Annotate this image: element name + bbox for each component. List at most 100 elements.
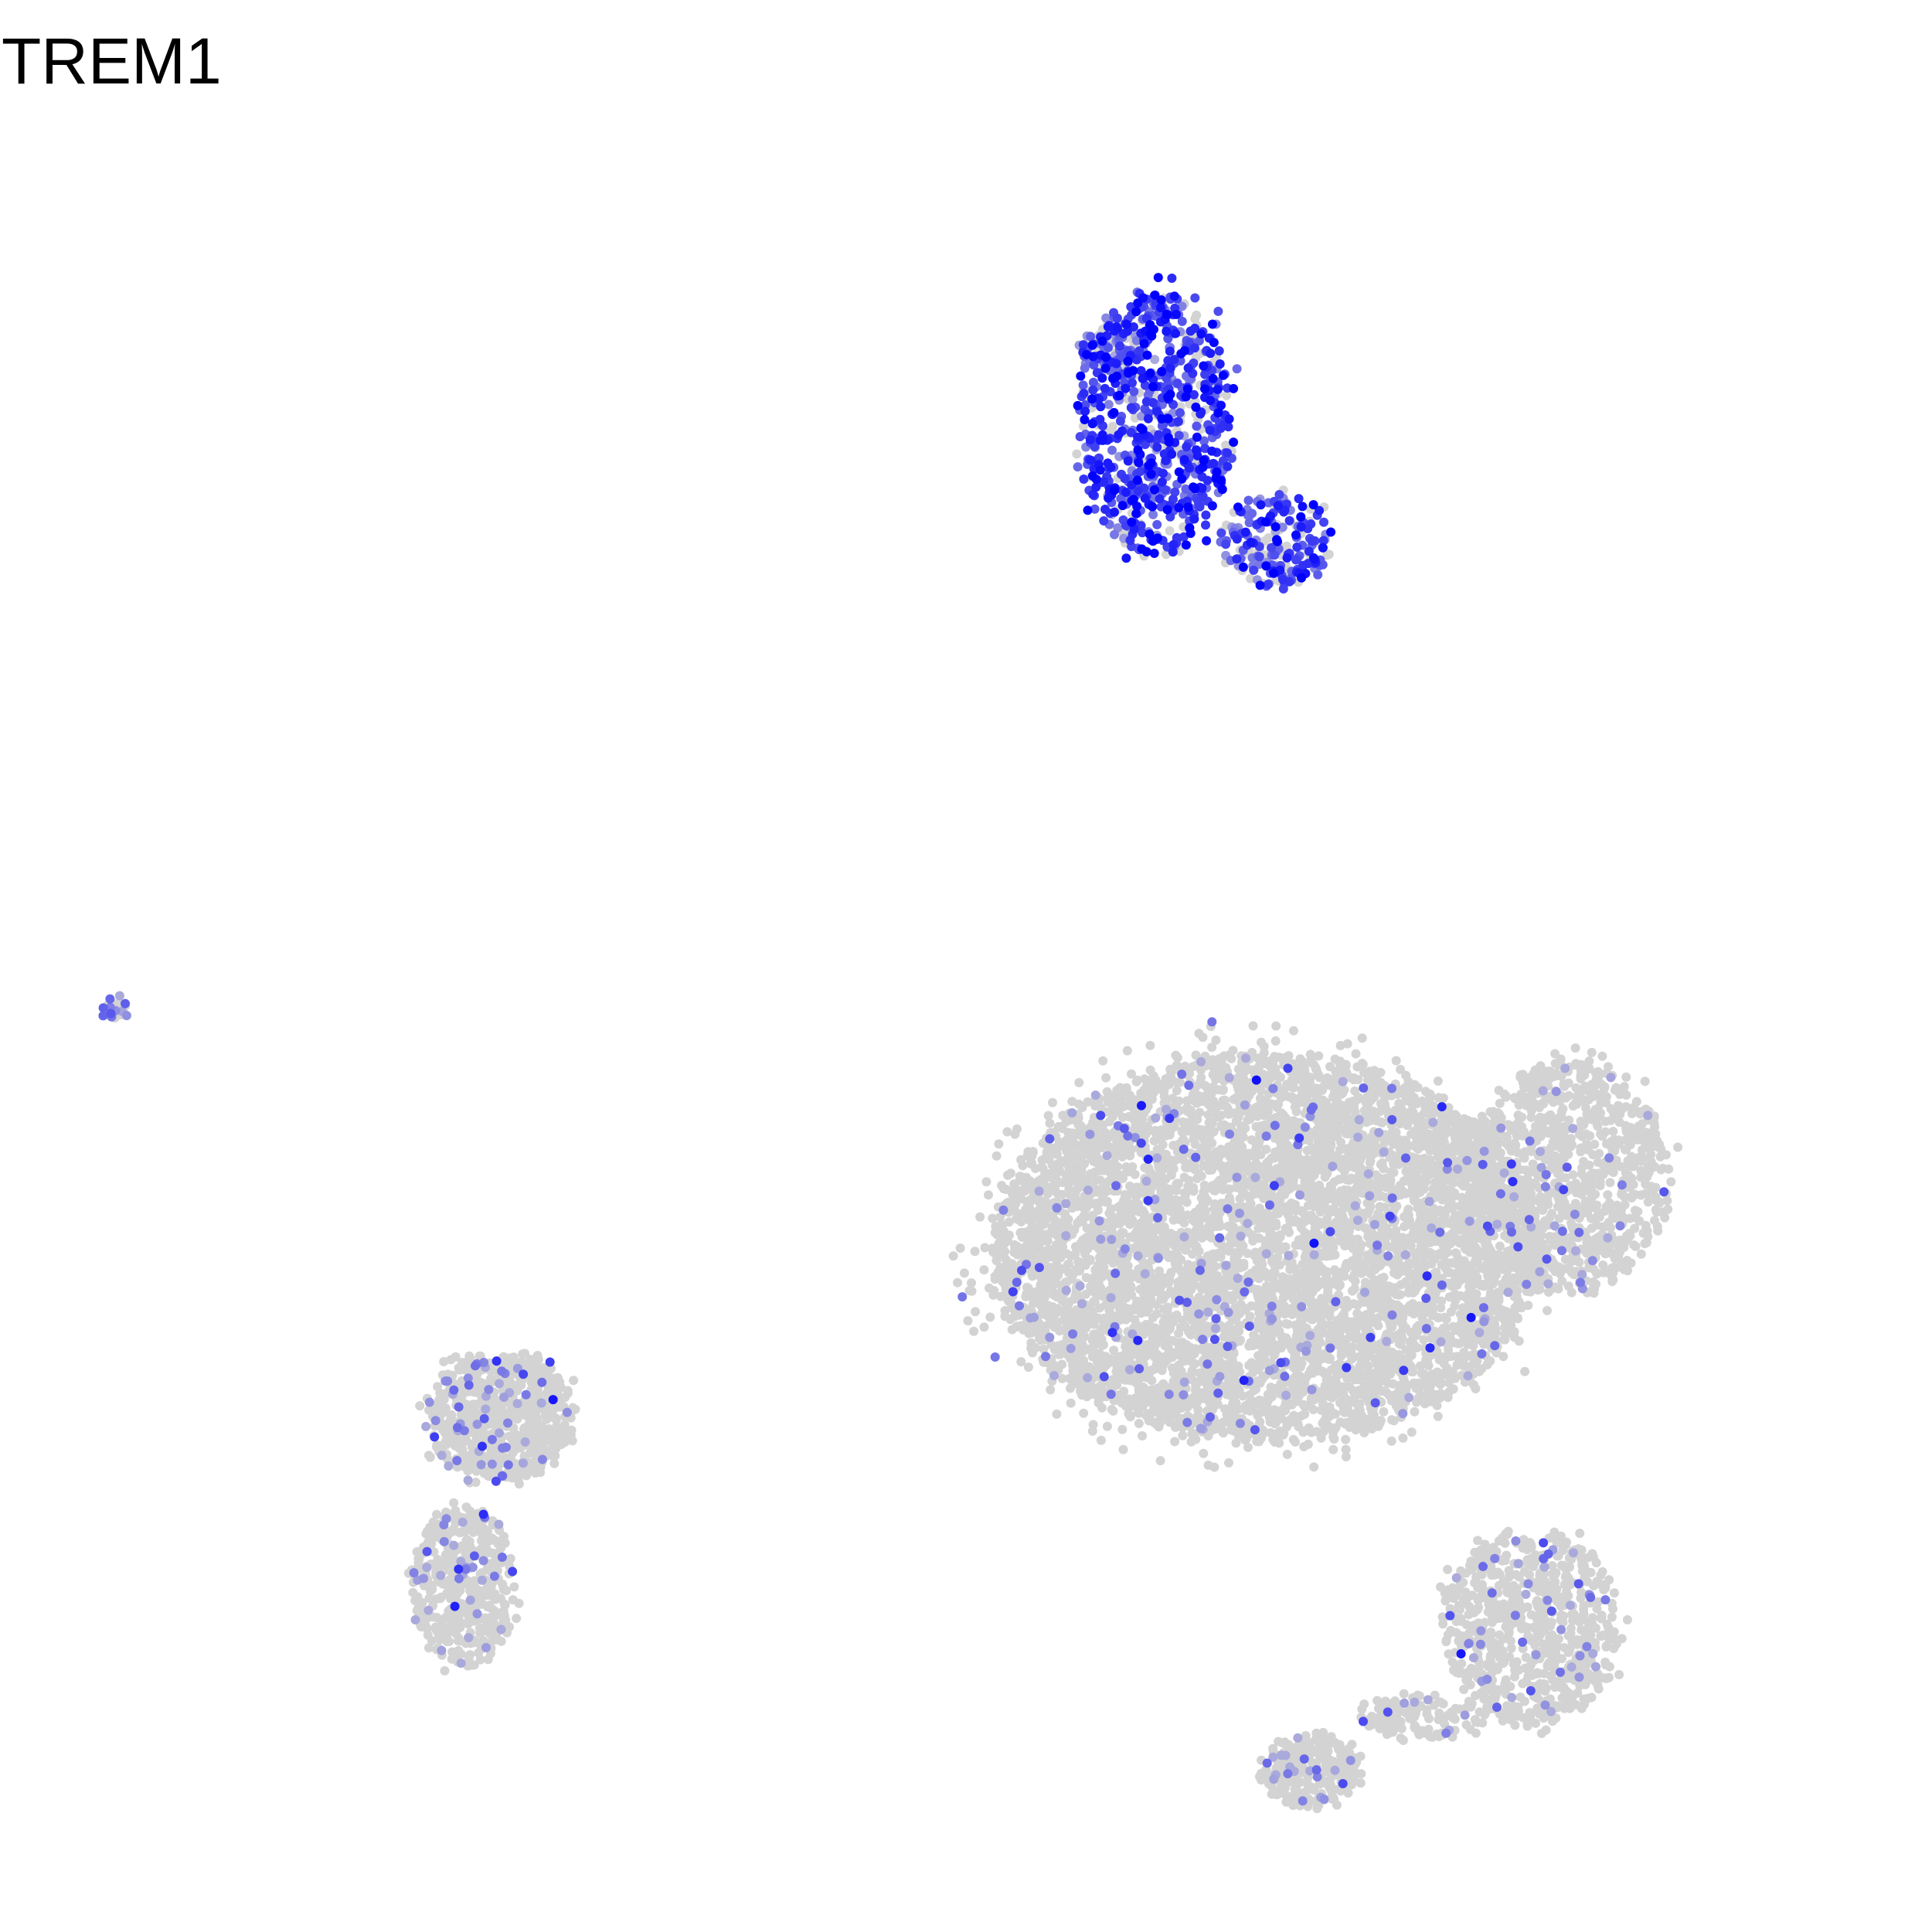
cell-point [1309,1462,1319,1472]
cell-point [1271,1243,1281,1253]
cell-point [1050,1309,1060,1319]
cell-point [1101,1073,1111,1083]
cell-point [1385,1391,1395,1401]
cell-point [1335,1236,1345,1246]
cell-point [1243,1179,1253,1189]
cell-point [1191,1050,1201,1060]
cell-point [975,1212,985,1222]
cell-point [1195,1107,1205,1117]
cell-point [1264,1413,1274,1423]
cell-point [1271,1021,1281,1031]
cell-point [1219,1417,1229,1427]
cell-point [1141,1411,1151,1421]
cell-point [1067,1097,1077,1107]
cell-point [1072,449,1082,459]
cell-point [1352,1062,1362,1072]
cell-point [988,1247,998,1257]
cell-point [1305,1049,1315,1060]
cell-point [1257,1037,1266,1047]
cell-point [1023,1362,1033,1372]
cell-point [1244,1360,1254,1370]
cell-point [1000,1247,1010,1257]
cell-point [1412,1397,1421,1407]
cell-point [1172,1086,1182,1096]
cell-point [1074,1077,1084,1087]
cell-point [1005,1230,1014,1240]
cell-point [1151,1223,1161,1233]
cell-point [1417,1369,1427,1379]
cell-point [994,1139,1004,1149]
cell-point [998,1184,1009,1194]
cell-point [1403,1077,1413,1087]
cell-point [1192,1098,1202,1108]
cell-point [1543,1305,1552,1315]
cell-point [1328,1444,1338,1454]
cell-point [1199,1185,1209,1195]
cell-point [1284,1081,1294,1091]
cell-point [1267,1392,1277,1402]
cell-point [1266,1221,1275,1231]
cell-point [1231,1438,1241,1448]
cell-point [1439,1323,1448,1333]
cell-point [1188,1249,1197,1259]
cell-point [1413,1083,1423,1093]
cell-point [980,1243,990,1253]
cell-point [1321,1202,1331,1213]
cell-point [1155,1456,1165,1466]
cell-point [1222,390,1232,400]
cell-point [1225,1049,1235,1060]
cell-point [1000,1311,1010,1321]
cell-point [1063,1214,1073,1224]
cell-point [1004,1217,1014,1227]
cell-point [1350,1276,1360,1286]
cell-point [1433,1150,1443,1160]
cell-point [1005,1168,1015,1179]
cell-point [1224,1458,1233,1468]
cell-point [1450,1258,1460,1268]
cell-point [1118,1444,1128,1454]
cell-point [1257,1180,1267,1190]
cell-point [1004,1297,1014,1307]
cell-point [1165,526,1175,536]
cell-point [1295,1371,1305,1381]
cell-point [1066,1398,1076,1408]
cell-point [1436,1303,1446,1313]
cell-point [1314,1184,1324,1194]
cell-point [1155,1145,1165,1155]
cell-point [1291,1437,1300,1447]
cell-point [1252,1302,1262,1312]
cell-point [1236,1335,1246,1345]
cell-point [1386,1436,1396,1446]
cell-point [1376,1159,1386,1169]
cell-point [1495,1241,1505,1251]
cell-point [1079,1408,1089,1418]
cell-point [1158,1294,1168,1304]
cell-point [1098,1056,1108,1066]
cell-point [1432,1400,1442,1410]
cell-point [1287,1345,1297,1355]
cell-point [1433,1411,1443,1421]
cell-point [1259,1048,1269,1058]
cell-point [1320,1172,1330,1182]
cell-point [981,1177,992,1187]
cell-point [1172,1250,1182,1260]
cell-point [1096,1435,1106,1445]
cell-point [1353,1075,1363,1084]
cell-point [1339,1185,1349,1195]
cell-point [1235,1194,1245,1204]
cell-point [1338,1386,1348,1396]
cell-point [1241,1434,1251,1444]
cell-point [1281,1333,1291,1343]
cell-point [1261,1145,1271,1155]
cell-point [1246,573,1255,583]
cell-point [1039,1253,1049,1264]
cell-point [1359,1106,1369,1116]
cell-point [1266,1062,1276,1072]
cell-point [1325,1062,1335,1072]
cell-point [1145,1040,1155,1050]
cell-point [1080,1332,1090,1342]
cell-point [1355,1311,1365,1321]
cell-point [1436,1389,1446,1399]
cell-point [1319,1417,1329,1426]
cell-point [1248,1021,1258,1031]
